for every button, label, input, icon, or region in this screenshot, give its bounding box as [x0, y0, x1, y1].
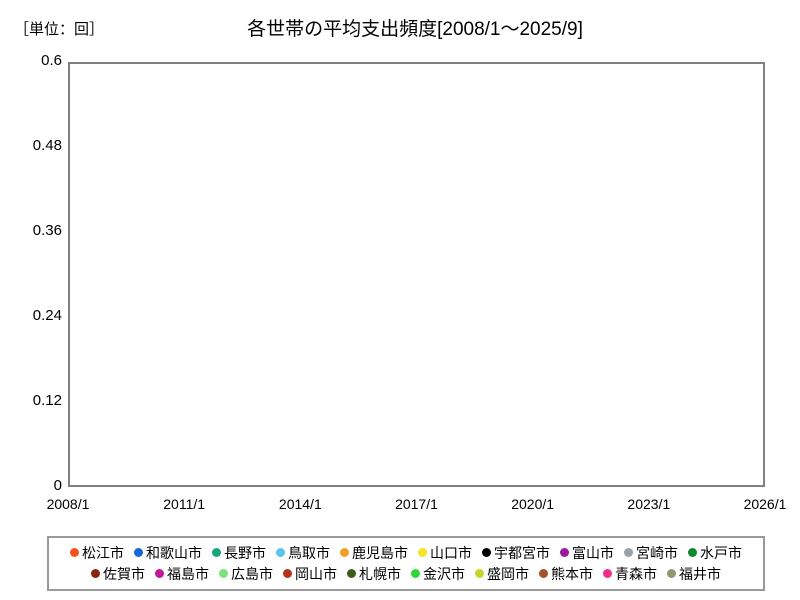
- legend-item[interactable]: 山口市: [418, 546, 472, 560]
- legend-label: 山口市: [430, 544, 472, 561]
- legend-label: 札幌市: [359, 565, 401, 582]
- plot-area: [68, 62, 765, 487]
- legend-item[interactable]: 札幌市: [347, 567, 401, 581]
- legend-item[interactable]: 盛岡市: [475, 567, 529, 581]
- x-tick-label: 2017/1: [395, 496, 438, 512]
- legend-label: 宇都宮市: [494, 544, 550, 561]
- legend-marker-icon: [219, 569, 228, 578]
- legend-label: 盛岡市: [487, 565, 529, 582]
- legend-item[interactable]: 宮崎市: [624, 546, 678, 560]
- legend-marker-icon: [603, 569, 612, 578]
- x-tick-label: 2008/1: [46, 496, 90, 512]
- legend-marker-icon: [560, 548, 569, 557]
- legend-marker-icon: [539, 569, 548, 578]
- legend-item[interactable]: 佐賀市: [91, 567, 145, 581]
- legend-label: 宮崎市: [636, 544, 678, 561]
- legend-marker-icon: [91, 569, 100, 578]
- legend-item[interactable]: 福井市: [667, 567, 721, 581]
- legend-marker-icon: [411, 569, 420, 578]
- legend-item[interactable]: 長野市: [212, 546, 266, 560]
- page-title: 各世帯の平均支出頻度[2008/1～2025/9]: [247, 19, 583, 40]
- legend-item[interactable]: 岡山市: [283, 567, 337, 581]
- legend-marker-icon: [475, 569, 484, 578]
- legend-marker-icon: [283, 569, 292, 578]
- legend-item[interactable]: 青森市: [603, 567, 657, 581]
- x-axis-labels: 2008/1 2011/1 2014/1 2017/1 2020/1 2023/1 2026…: [0, 496, 800, 520]
- legend-marker-icon: [667, 569, 676, 578]
- y-tick-label: 0.12: [32, 392, 62, 409]
- legend-item[interactable]: 水戸市: [688, 546, 742, 560]
- legend-item[interactable]: 鳥取市: [276, 546, 330, 560]
- legend-label: 福井市: [679, 565, 721, 582]
- legend-item[interactable]: 広島市: [219, 567, 273, 581]
- y-tick-label: 0.24: [32, 307, 62, 324]
- legend-label: 広島市: [231, 565, 273, 582]
- x-tick-label: 2020/1: [511, 496, 555, 512]
- legend-row-1: 松江市 和歌山市 長野市 鳥取市 鹿児島市 山口市 宇都宮市 富山市 宮崎市 水戸市: [55, 542, 757, 563]
- y-tick-label: 0.6: [41, 52, 62, 69]
- x-tick-label: 2023/1: [627, 496, 671, 512]
- legend-item[interactable]: 金沢市: [411, 567, 465, 581]
- legend-label: 福島市: [167, 565, 209, 582]
- y-tick-label: 0: [53, 477, 62, 494]
- legend-marker-icon: [70, 548, 79, 557]
- legend-marker-icon: [212, 548, 221, 557]
- legend-label: 佐賀市: [103, 565, 145, 582]
- legend-label: 金沢市: [423, 565, 465, 582]
- legend-marker-icon: [134, 548, 143, 557]
- x-tick-label: 2014/1: [278, 496, 322, 512]
- x-tick-label: 2026/1: [743, 496, 787, 512]
- legend-label: 鳥取市: [288, 544, 330, 561]
- legend-marker-icon: [347, 569, 356, 578]
- legend-item[interactable]: 宇都宮市: [482, 546, 550, 560]
- unit-label: ［単位：回］: [14, 21, 105, 38]
- y-tick-label: 0.36: [32, 222, 62, 239]
- legend-marker-icon: [155, 569, 164, 578]
- legend-marker-icon: [418, 548, 427, 557]
- legend-item[interactable]: 和歌山市: [134, 546, 202, 560]
- x-tick-label: 2011/1: [163, 496, 206, 512]
- legend-label: 富山市: [572, 544, 614, 561]
- legend-item[interactable]: 松江市: [70, 546, 124, 560]
- legend-label: 岡山市: [295, 565, 337, 582]
- legend-marker-icon: [624, 548, 633, 557]
- legend-label: 和歌山市: [146, 544, 202, 561]
- y-tick-label: 0.48: [32, 137, 62, 154]
- plot-frame: [68, 62, 765, 487]
- legend-item[interactable]: 鹿児島市: [340, 546, 408, 560]
- legend-label: 水戸市: [700, 544, 742, 561]
- legend-item[interactable]: 富山市: [560, 546, 614, 560]
- legend-marker-icon: [482, 548, 491, 557]
- legend-label: 青森市: [615, 565, 657, 582]
- legend-marker-icon: [340, 548, 349, 557]
- chart-legend: 松江市 和歌山市 長野市 鳥取市 鹿児島市 山口市 宇都宮市 富山市 宮崎市 水戸市 佐賀市 福島市…: [47, 536, 765, 591]
- legend-label: 鹿児島市: [352, 544, 408, 561]
- legend-item[interactable]: 熊本市: [539, 567, 593, 581]
- legend-marker-icon: [276, 548, 285, 557]
- legend-item[interactable]: 福島市: [155, 567, 209, 581]
- legend-marker-icon: [688, 548, 697, 557]
- legend-label: 熊本市: [551, 565, 593, 582]
- legend-label: 松江市: [82, 544, 124, 561]
- y-axis-labels: 0 0.12 0.24 0.36 0.48 0.6: [0, 0, 62, 600]
- legend-row-2: 佐賀市 福島市 広島市 岡山市 札幌市 金沢市 盛岡市 熊本市 青森市 福井市: [55, 563, 757, 584]
- legend-label: 長野市: [224, 544, 266, 561]
